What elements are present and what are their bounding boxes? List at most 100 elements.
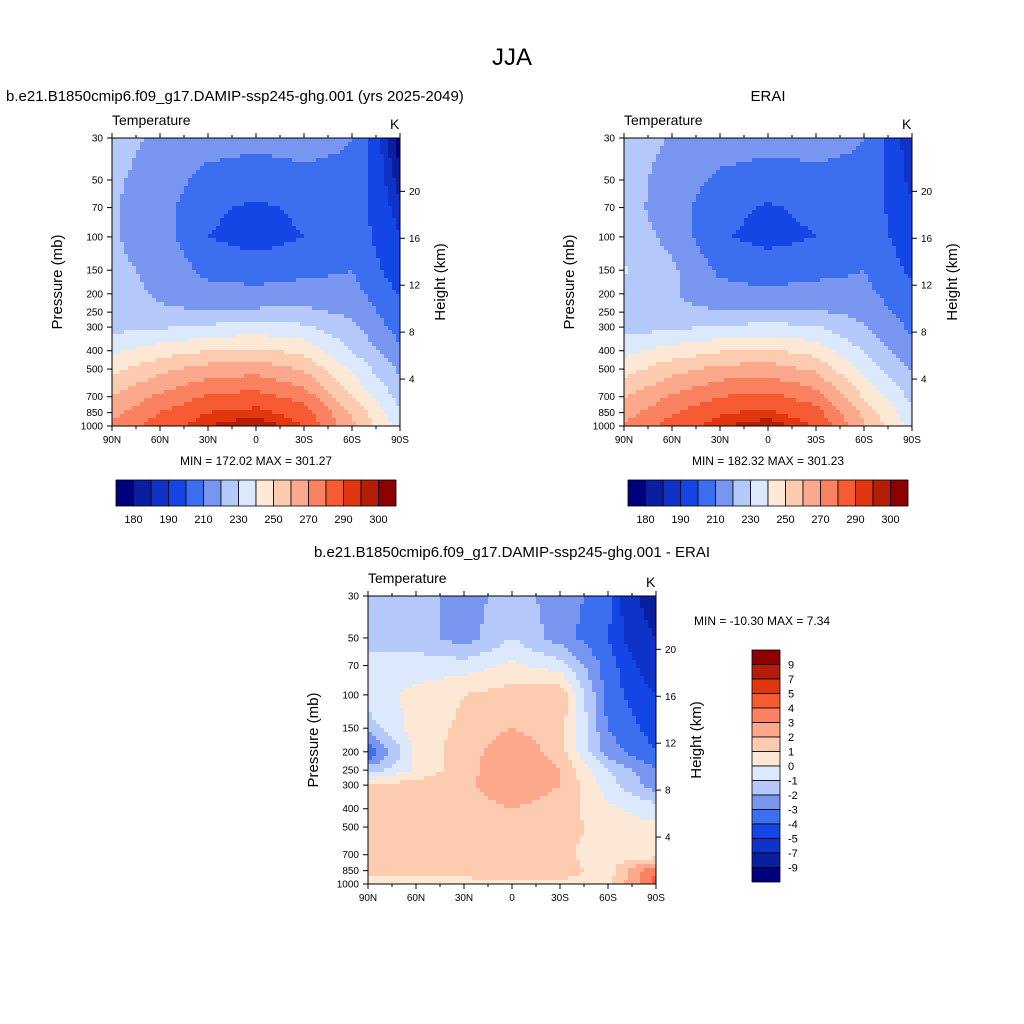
contour-cell <box>368 298 373 303</box>
contour-cell <box>140 270 145 275</box>
contour-cell <box>316 274 321 279</box>
contour-cell <box>124 374 129 379</box>
contour-cell <box>328 226 333 231</box>
contour-cell <box>160 298 165 303</box>
contour-cell <box>200 230 205 235</box>
contour-cell <box>220 214 225 219</box>
contour-cell <box>260 190 265 195</box>
contour-cell <box>152 398 157 403</box>
contour-cell <box>256 142 261 147</box>
contour-cell <box>396 138 401 143</box>
contour-cell <box>360 274 365 279</box>
contour-cell <box>216 234 221 239</box>
contour-cell <box>376 338 381 343</box>
contour-cell <box>328 238 333 243</box>
contour-cell <box>340 398 345 403</box>
contour-cell <box>292 274 297 279</box>
contour-cell <box>248 210 253 215</box>
contour-cell <box>184 162 189 167</box>
contour-cell <box>152 354 157 359</box>
contour-cell <box>120 218 125 223</box>
contour-cell <box>320 230 325 235</box>
contour-cell <box>204 342 209 347</box>
contour-cell <box>284 242 289 247</box>
contour-cell <box>132 274 137 279</box>
contour-cell <box>284 402 289 407</box>
contour-cell <box>148 302 153 307</box>
contour-cell <box>284 382 289 387</box>
contour-cell <box>128 374 133 379</box>
contour-cell <box>180 294 185 299</box>
contour-cell <box>324 238 329 243</box>
contour-cell <box>172 278 177 283</box>
contour-cell <box>248 298 253 303</box>
contour-cell <box>324 394 329 399</box>
contour-cell <box>212 222 217 227</box>
contour-cell <box>172 202 177 207</box>
contour-cell <box>284 318 289 323</box>
contour-cell <box>288 370 293 375</box>
contour-cell <box>152 370 157 375</box>
contour-cell <box>228 158 233 163</box>
contour-cell <box>316 182 321 187</box>
contour-cell <box>116 382 121 387</box>
contour-cell <box>160 314 165 319</box>
contour-cell <box>348 146 353 151</box>
contour-cell <box>236 166 241 171</box>
contour-cell <box>372 362 377 367</box>
contour-cell <box>288 330 293 335</box>
contour-cell <box>176 162 181 167</box>
contour-cell <box>196 218 201 223</box>
contour-cell <box>164 382 169 387</box>
contour-cell <box>216 306 221 311</box>
contour-cell <box>288 210 293 215</box>
contour-cell <box>296 294 301 299</box>
contour-cell <box>136 158 141 163</box>
contour-cell <box>256 162 261 167</box>
contour-cell <box>256 338 261 343</box>
contour-cell <box>196 178 201 183</box>
contour-cell <box>204 262 209 267</box>
contour-cell <box>284 250 289 255</box>
contour-cell <box>316 338 321 343</box>
contour-cell <box>212 394 217 399</box>
contour-cell <box>292 158 297 163</box>
contour-cell <box>316 142 321 147</box>
contour-cell <box>188 378 193 383</box>
contour-cell <box>152 366 157 371</box>
contour-cell <box>360 378 365 383</box>
contour-cell <box>364 242 369 247</box>
contour-cell <box>260 242 265 247</box>
contour-cell <box>240 366 245 371</box>
contour-cell <box>256 202 261 207</box>
contour-cell <box>148 286 153 291</box>
contour-cell <box>144 274 149 279</box>
contour-cell <box>288 394 293 399</box>
contour-cell <box>372 294 377 299</box>
contour-cell <box>128 166 133 171</box>
contour-cell <box>124 190 129 195</box>
contour-cell <box>344 366 349 371</box>
contour-cell <box>252 198 257 203</box>
contour-cell <box>220 242 225 247</box>
contour-cell <box>324 178 329 183</box>
contour-cell <box>136 138 141 143</box>
contour-cell <box>300 270 305 275</box>
contour-cell <box>136 262 141 267</box>
contour-cell <box>224 254 229 259</box>
contour-cell <box>388 274 393 279</box>
contour-cell <box>132 138 137 143</box>
contour-cell <box>232 174 237 179</box>
contour-cell <box>208 274 213 279</box>
contour-cell <box>168 338 173 343</box>
contour-cell <box>160 390 165 395</box>
contour-cell <box>392 398 397 403</box>
contour-cell <box>388 282 393 287</box>
contour-cell <box>388 194 393 199</box>
contour-cell <box>304 270 309 275</box>
contour-cell <box>112 202 117 207</box>
contour-cell <box>336 358 341 363</box>
contour-cell <box>336 142 341 147</box>
contour-cell <box>352 394 357 399</box>
contour-cell <box>160 338 165 343</box>
